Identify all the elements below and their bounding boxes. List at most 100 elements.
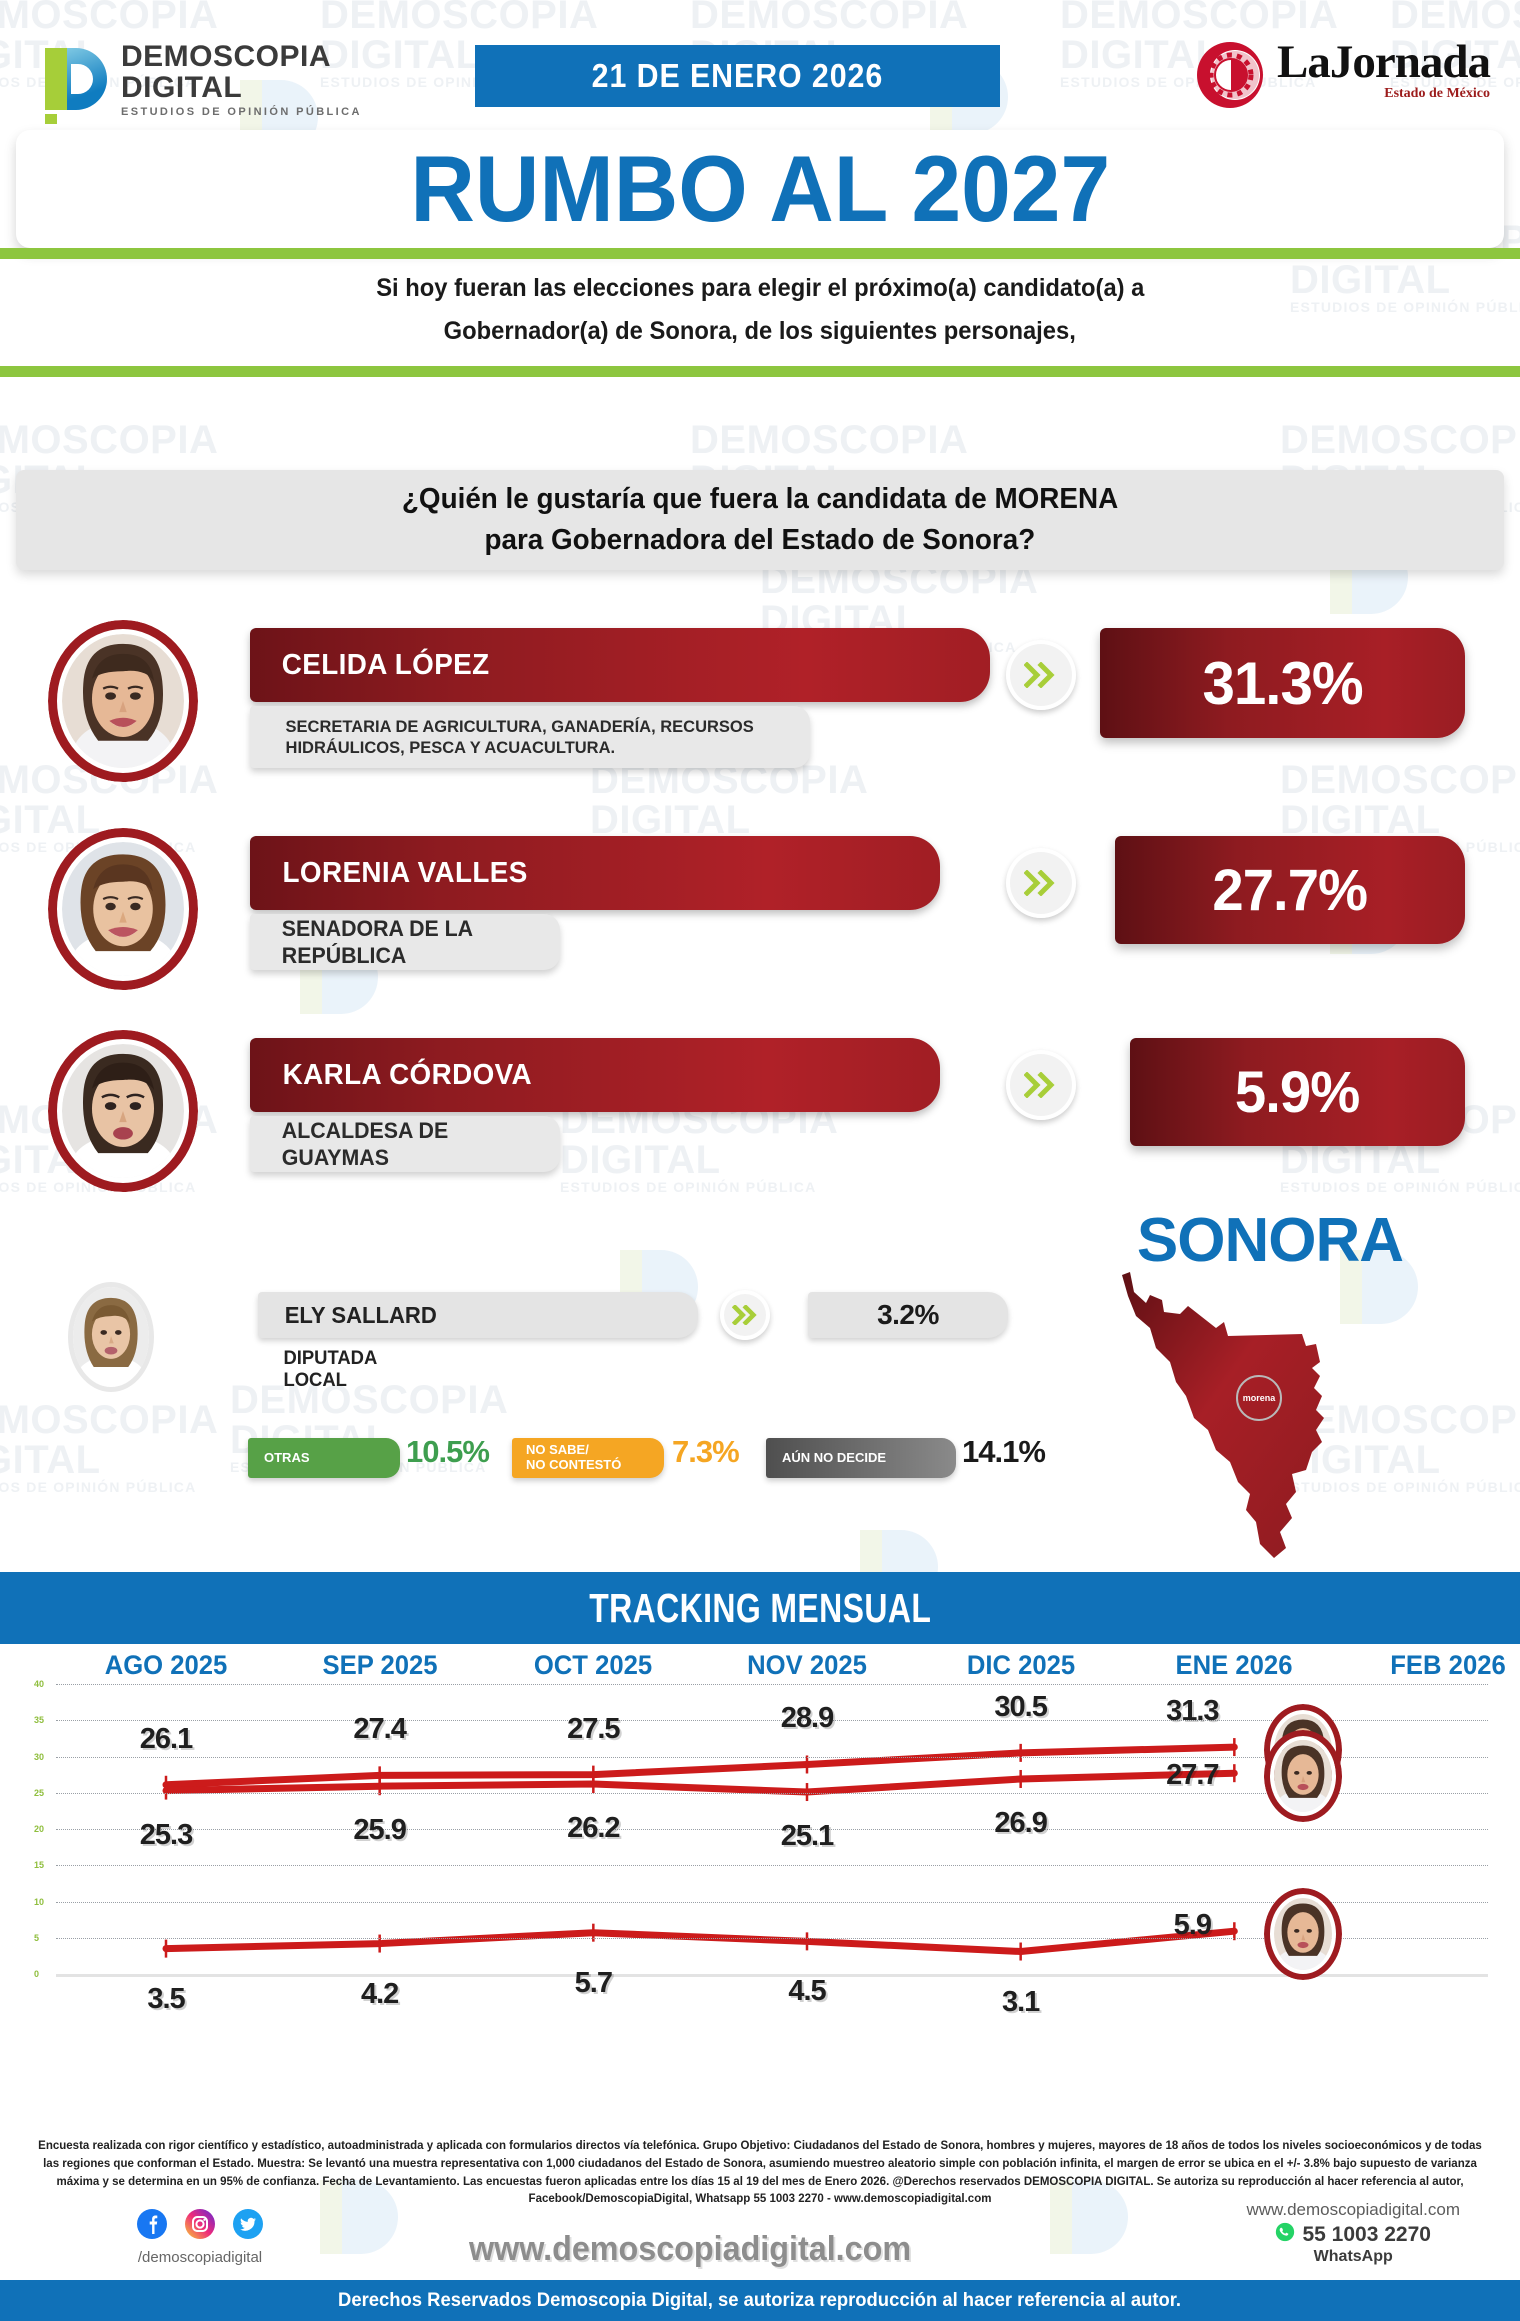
- question-box: ¿Quién le gustaría que fuera la candidat…: [16, 470, 1504, 570]
- candidate-name: LORENIA VALLES: [282, 856, 528, 889]
- copyright-bar: Derechos Reservados Demoscopia Digital, …: [0, 2280, 1520, 2321]
- lajornada-gear-icon: [1191, 38, 1269, 112]
- candidate-role-bar: ALCALDESA DE GUAYMAS: [250, 1116, 560, 1172]
- minor-candidate-percent: 3.2%: [877, 1299, 939, 1330]
- chart-data-label: 26.1: [139, 1722, 193, 1755]
- tag-nosabe-label: NO SABE/ NO CONTESTÓ: [526, 1442, 622, 1472]
- copyright-text: Derechos Reservados Demoscopia Digital, …: [338, 2289, 1182, 2311]
- chevron-right-icon: [720, 1290, 770, 1340]
- green-divider-bottom: [0, 366, 1520, 377]
- chart-month-label: DIC 2025: [966, 1650, 1075, 1680]
- chart-y-tick: 40: [34, 1679, 45, 1689]
- morena-badge-label: morena: [1242, 1393, 1276, 1403]
- chart-data-label: 25.9: [353, 1814, 406, 1847]
- candidate-role-bar: SECRETARIA DE AGRICULTURA, GANADERÍA, RE…: [250, 706, 810, 768]
- candidate-percent: 27.7%: [1212, 857, 1369, 923]
- contact-url[interactable]: www.demoscopiadigital.com: [1246, 2200, 1460, 2219]
- chart-gridline: [56, 1829, 1488, 1830]
- chart-gridline: [56, 1792, 1488, 1794]
- page-title: RUMBO AL 2027: [410, 136, 1110, 241]
- chevron-right-icon: [1006, 640, 1076, 710]
- morena-party-badge: morena: [1236, 1375, 1282, 1421]
- chart-gridline: [56, 1684, 1488, 1685]
- chart-data-label: 5.9: [1173, 1909, 1212, 1942]
- candidate-name-bar: CELIDA LÓPEZ: [250, 628, 990, 702]
- chart-data-label: 4.2: [360, 1977, 399, 2010]
- chart-month-label: NOV 2025: [747, 1650, 867, 1680]
- candidate-name: CELIDA LÓPEZ: [281, 648, 490, 681]
- chart-gridline: [56, 1720, 1488, 1722]
- facebook-icon[interactable]: [136, 2208, 168, 2245]
- tracking-chart: AGO 2025 SEP 2025 OCT 2025 NOV 2025 DIC 2025…: [0, 1650, 1520, 2090]
- chart-month-label: FEB 2026: [1390, 1650, 1506, 1680]
- chart-data-label: 27.4: [353, 1713, 406, 1746]
- tracking-header: TRACKING MENSUAL: [0, 1572, 1520, 1644]
- tracking-header-label: TRACKING MENSUAL: [588, 1584, 932, 1631]
- social-handle: /demoscopiadigital: [137, 2249, 263, 2266]
- chart-data-label: 27.7: [1166, 1759, 1219, 1792]
- lajornada-logo: LaJornada Estado de México: [1191, 36, 1491, 112]
- question-line-2: para Gobernadora del Estado de Sonora?: [484, 524, 1036, 556]
- lajornada-subtitle: Estado de México: [1384, 85, 1490, 101]
- sonora-map-icon: [1120, 1270, 1420, 1560]
- minor-candidate-name: ELY SALLARD: [284, 1301, 437, 1328]
- intro-line-2: Gobernador(a) de Sonora, de los siguient…: [443, 317, 1077, 345]
- intro-question: Si hoy fueran las elecciones para elegir…: [0, 258, 1520, 362]
- chart-y-tick: 0: [34, 1969, 40, 1979]
- chart-x-labels: AGO 2025 SEP 2025 OCT 2025 NOV 2025 DIC 2025…: [0, 1650, 1520, 1684]
- minor-candidate-percent-bar: 3.2%: [808, 1292, 1008, 1338]
- candidate-name-bar: LORENIA VALLES: [250, 836, 940, 910]
- chart-data-label: 25.1: [780, 1820, 834, 1853]
- chart-gridline: [56, 1901, 1488, 1903]
- chart-month-label: AGO 2025: [104, 1650, 228, 1680]
- chart-gridline: [56, 1974, 1488, 1977]
- chart-y-tick: 20: [34, 1824, 45, 1834]
- site-url-large[interactable]: www.demoscopiadigital.com: [468, 2230, 912, 2268]
- chart-month-label: SEP 2025: [322, 1650, 438, 1680]
- social-links: /demoscopiadigital: [110, 2208, 290, 2266]
- brand-name-line1: DEMOSCOPIA: [121, 40, 332, 73]
- methodology-note: Encuesta realizada con rigor científico …: [38, 2140, 1482, 2206]
- candidate-percent-bar: 27.7%: [1115, 836, 1465, 944]
- chart-y-tick: 15: [34, 1860, 45, 1871]
- date-badge-label: 21 DE ENERO 2026: [591, 57, 884, 94]
- candidate-percent-bar: 5.9%: [1130, 1038, 1465, 1146]
- tag-otras-label: OTRAS: [264, 1449, 310, 1465]
- chart-y-tick: 35: [34, 1715, 45, 1726]
- tag-nodecide: AÚN NO DECIDE: [766, 1438, 956, 1478]
- brand-name-line2: DIGITAL: [121, 70, 243, 104]
- chart-month-label: OCT 2025: [534, 1650, 653, 1680]
- chevron-right-icon: [1006, 848, 1076, 918]
- avatar: [48, 1030, 198, 1192]
- contact-phone: 55 1003 2270: [1302, 2223, 1431, 2246]
- chart-gridline: [56, 1937, 1488, 1939]
- contact-block: www.demoscopiadigital.com 55 1003 2270 W…: [1246, 2200, 1460, 2266]
- chart-y-tick: 25: [34, 1787, 45, 1798]
- date-badge: 21 DE ENERO 2026: [475, 45, 1000, 107]
- tag-otras-value: 10.5%: [406, 1434, 490, 1469]
- tag-nosabe-value: 7.3%: [672, 1434, 740, 1469]
- chart-end-avatar: [1264, 1888, 1343, 1981]
- intro-line-1: Si hoy fueran las elecciones para elegir…: [375, 274, 1145, 302]
- chart-data-label: 25.3: [139, 1818, 193, 1851]
- chart-data-label: 3.1: [1001, 1985, 1040, 2018]
- demoscopia-logo-icon: [45, 42, 107, 125]
- demoscopia-logo: DEMOSCOPIA DIGITAL ESTUDIOS DE OPINIÓN P…: [45, 40, 362, 125]
- chart-data-label: 31.3: [1166, 1695, 1219, 1728]
- candidate-role-bar: SENADORA DE LA REPÚBLICA: [250, 914, 560, 970]
- chart-data-label: 3.5: [147, 1982, 185, 2015]
- chart-data-label: 5.7: [574, 1966, 613, 1999]
- lajornada-wordmark: LaJornada: [1277, 36, 1491, 88]
- chart-data-label: 30.5: [994, 1690, 1047, 1723]
- twitter-icon[interactable]: [232, 2208, 264, 2245]
- contact-phone-label: WhatsApp: [1313, 2248, 1393, 2265]
- candidate-role: ALCALDESA DE GUAYMAS: [281, 1117, 449, 1171]
- tag-nodecide-value: 14.1%: [962, 1434, 1046, 1469]
- chart-data-label: 27.5: [567, 1712, 620, 1745]
- instagram-icon[interactable]: [184, 2208, 216, 2245]
- avatar: [48, 620, 198, 782]
- contact-phone-row: 55 1003 2270: [1246, 2222, 1460, 2248]
- candidate-role: SENADORA DE LA REPÚBLICA: [281, 915, 473, 969]
- tag-nosabe: NO SABE/ NO CONTESTÓ: [512, 1438, 664, 1478]
- candidate-name-bar: KARLA CÓRDOVA: [250, 1038, 940, 1112]
